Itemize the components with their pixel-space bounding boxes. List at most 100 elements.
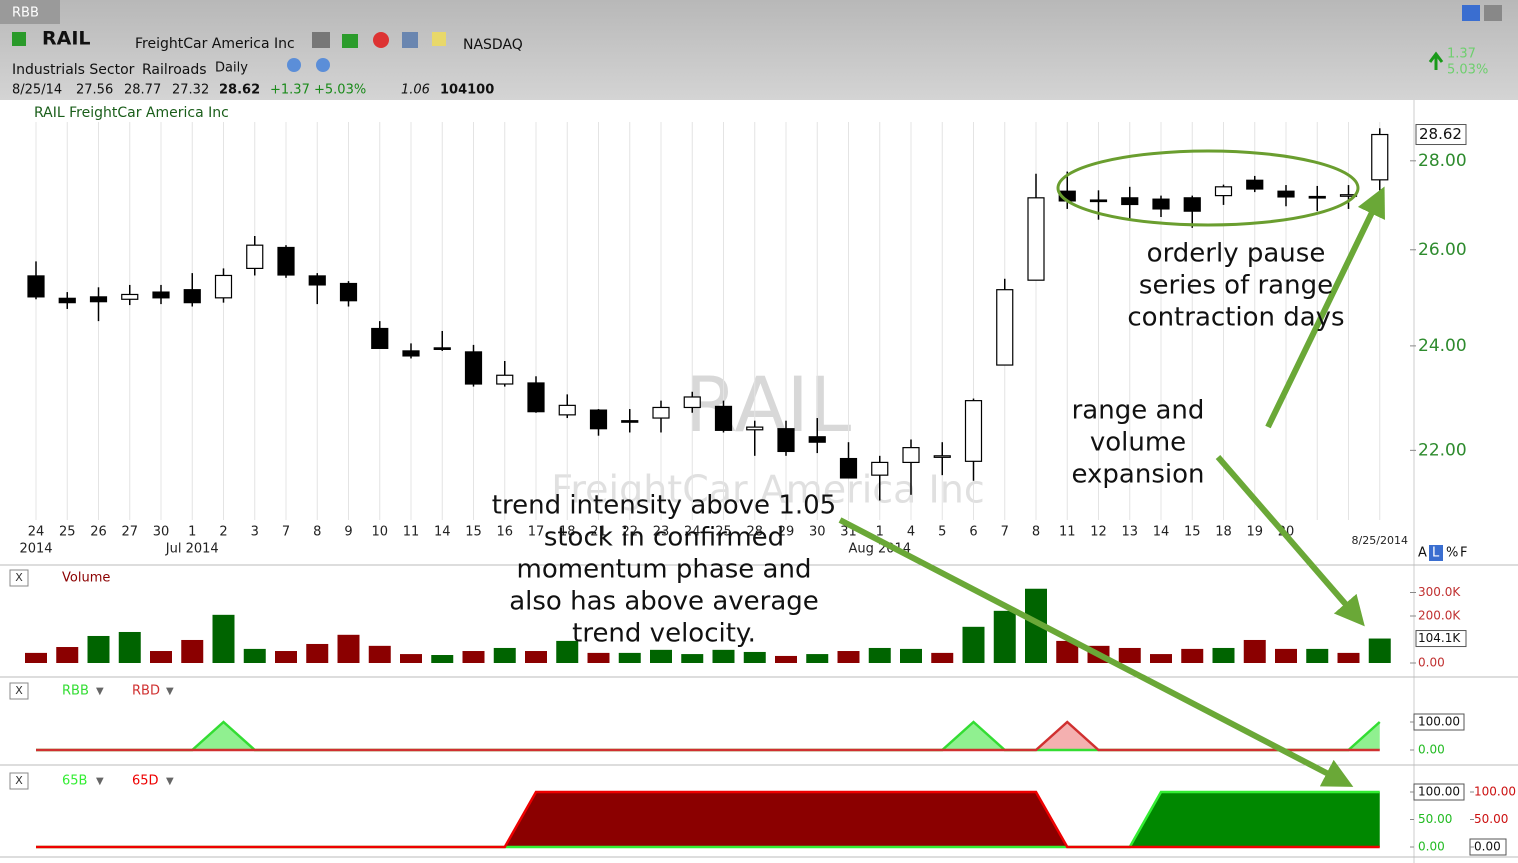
volume-bar [993,610,1016,663]
candle-body [214,274,233,299]
candle-body [1089,199,1108,203]
note-icon[interactable] [432,32,446,46]
scale-button[interactable]: % [1446,546,1458,561]
period-label: Aug 2014 [848,542,911,557]
volume-bar [837,651,860,663]
volume-bar [181,639,204,663]
quote-change: +1.37 [270,83,310,98]
dropdown-caret[interactable]: ▼ [166,776,174,787]
volume-bar [1337,652,1360,663]
candle-body [746,426,764,431]
volume-bar [493,647,516,663]
s-button[interactable] [1462,5,1480,21]
watermark-company: FreightCar America Inc [551,468,984,512]
scale-button[interactable]: F [1460,546,1467,561]
arrow [1215,455,1365,627]
x-tick-label: 16 [496,525,513,540]
candle-body [808,436,826,443]
annotation: trend velocity. [572,619,756,649]
candle-body [777,428,795,453]
volume-bar [337,634,360,663]
x-tick-label: 12 [1090,525,1107,540]
x-tick-label: 11 [1059,525,1076,540]
candle-body [589,409,608,430]
volume-bar [25,652,47,663]
symbol: RAIL [42,28,91,50]
close-button[interactable] [9,682,29,700]
t-button[interactable] [1484,5,1502,21]
volume-bar [587,652,610,663]
annotation: volume [1090,428,1186,458]
volume-bar [1118,647,1141,663]
x-tick-label: 7 [282,525,290,540]
volume-bar [368,645,391,663]
volume-bar [1056,640,1079,663]
candle-body [1183,197,1201,212]
x-tick-label: 25 [715,525,732,540]
volume-bar [400,654,422,663]
period-label: 2014 [19,542,52,557]
alert-icon[interactable] [373,32,389,48]
y-tick-label: 200.0K [1418,609,1461,623]
watermark-symbol: RAIL [685,360,851,449]
side-change-pct: 5.03% [1447,63,1488,78]
arrow [838,517,1354,787]
chart-icon[interactable] [342,34,358,48]
x-tick-label: 18 [1215,525,1232,540]
y-tick-label: 50.00 [1418,812,1452,826]
pane-title[interactable]: RAIL FreightCar America Inc [34,105,229,121]
scale-button[interactable]: L [1432,546,1440,561]
candle-body [1121,197,1139,206]
dropdown-caret[interactable]: ▼ [166,686,174,697]
close-button[interactable] [9,772,29,790]
industry: Railroads [142,62,207,78]
arrow [1265,186,1385,429]
candle-body [496,374,514,385]
volume-bar [525,651,547,663]
tools-icon[interactable] [312,32,330,48]
volume-bar [618,652,641,663]
candle-body [277,246,295,276]
candle-body [902,447,920,464]
x-tick-label: 15 [465,525,482,540]
area-fill [36,792,1380,847]
add-icon[interactable] [12,32,26,46]
x-tick-label: 4 [907,525,915,540]
x-tick-label: 5 [938,525,946,540]
period[interactable]: Daily [215,61,248,76]
close-label: X [15,571,23,584]
close-label: X [15,774,23,787]
volume-bar [462,651,485,663]
y-tick-label: 100.00 [1418,715,1460,729]
zoom-out[interactable] [316,58,330,72]
candle-body [714,405,733,431]
candle-body [1277,190,1295,198]
calendar-icon[interactable] [402,32,418,48]
x-tick-label: 27 [121,525,138,540]
x-tick-label: 17 [528,525,545,540]
candle-body [652,406,670,419]
candle-body [839,457,858,479]
volume-bar [118,631,141,663]
y-tick-label: 24.00 [1418,336,1467,356]
zoom-in[interactable] [287,58,301,72]
quote-close: 28.62 [219,83,260,98]
annotation: stock in confirmed [544,523,784,553]
header-bar [0,0,1518,100]
volume-bar [681,654,704,663]
last-value-label: 104.1K [1418,631,1461,645]
menu-button[interactable] [0,0,60,24]
volume-bar [1368,638,1391,663]
dropdown-caret[interactable]: ▼ [96,686,104,697]
x-tick-label: 28 [746,525,763,540]
volume-bar [1306,648,1329,663]
candle-body [527,382,545,413]
close-button[interactable] [9,569,29,587]
volume-bar [275,651,297,663]
x-tick-label: 19 [1246,525,1263,540]
dropdown-caret[interactable]: ▼ [96,776,104,787]
scale-button[interactable]: A [1418,546,1427,561]
volume-bar [806,654,829,663]
volume-bar [243,648,266,663]
